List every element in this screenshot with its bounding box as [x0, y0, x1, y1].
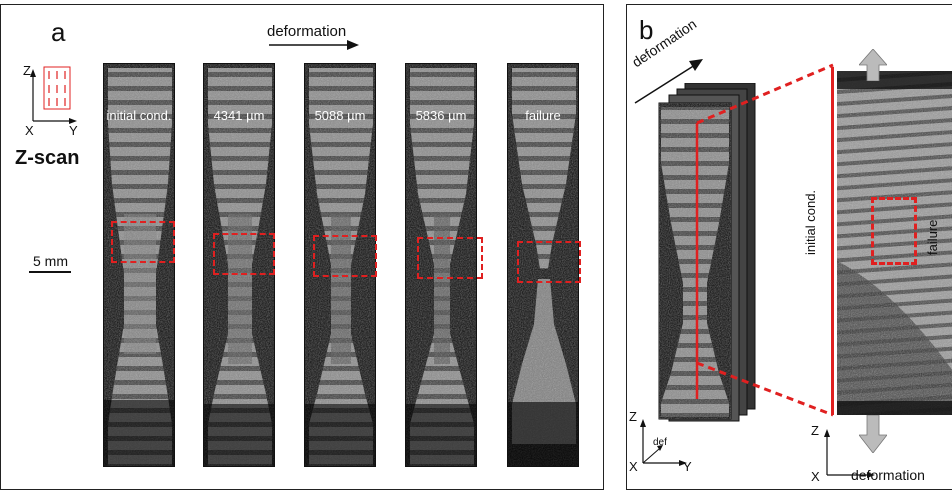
failure-roi-box	[871, 197, 917, 265]
panel-a: a deformation Z X Y Z-scan 5 mm initial …	[0, 4, 604, 490]
axes-icon	[30, 66, 77, 124]
roi-box	[417, 237, 483, 279]
specimen-label: 5088 µm	[314, 108, 366, 123]
panel-b: b deformation initial cond.	[626, 4, 952, 490]
section-axis-x-label: X	[811, 469, 820, 484]
scale-bar	[29, 271, 71, 273]
specimen-label: initial cond.	[106, 108, 172, 123]
section-plane	[831, 67, 834, 415]
scan-label: Z-scan	[15, 147, 80, 169]
slice-front	[658, 102, 732, 420]
deformation-label: deformation	[267, 23, 347, 40]
axes-icon	[640, 419, 687, 466]
axis-def-label: def	[653, 437, 667, 448]
section-axes-icon	[824, 429, 875, 478]
deformation-arrow-icon	[634, 59, 703, 104]
section-image	[837, 71, 952, 415]
slice-stack	[658, 83, 756, 422]
zoom-connector	[696, 63, 834, 417]
scale-bar-label: 5 mm	[33, 253, 68, 269]
specimen-4341: 4341 µm	[203, 63, 275, 467]
section-axis-z-label: Z	[811, 423, 819, 438]
tension-up-arrow-icon	[859, 49, 887, 81]
specimen-label: 5836 µm	[415, 108, 467, 123]
specimen-label: 4341 µm	[213, 108, 265, 123]
roi-box	[313, 235, 377, 277]
specimen-image	[305, 64, 375, 466]
axis-z-label: Z	[23, 63, 31, 78]
specimen-image	[104, 64, 174, 466]
axis-z-label: Z	[629, 409, 637, 424]
specimen-image	[508, 64, 578, 466]
axis-x-label: X	[25, 123, 34, 138]
roi-box	[111, 221, 175, 263]
tension-down-arrow-icon	[859, 415, 887, 453]
specimen-5088: 5088 µm	[304, 63, 376, 467]
axis-x-label: X	[629, 459, 638, 474]
panel-a-label: a	[51, 17, 66, 47]
panel-b-label: b	[639, 15, 654, 45]
axis-y-label: Y	[683, 459, 692, 474]
deformation-arrow-icon	[269, 40, 359, 50]
failure-label: failure	[925, 219, 940, 255]
specimen-label: failure	[525, 108, 561, 123]
roi-box	[213, 233, 275, 275]
axis-y-label: Y	[69, 123, 78, 138]
specimen-failure: failure	[507, 63, 579, 467]
specimen-image	[204, 64, 274, 466]
specimen-initial: initial cond.	[103, 63, 175, 467]
section-deformation-label: deformation	[851, 467, 925, 483]
initial-cond-label: initial cond.	[803, 189, 818, 255]
roi-box	[517, 241, 581, 283]
